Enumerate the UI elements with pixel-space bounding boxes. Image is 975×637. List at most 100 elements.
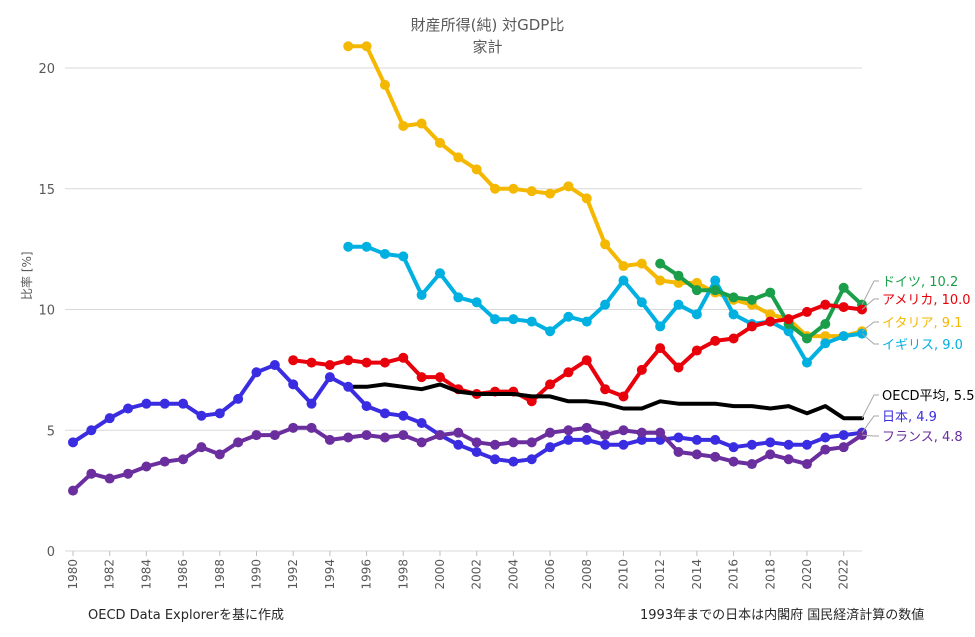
x-tick-label: 2022 — [837, 559, 851, 590]
data-point-フランス — [526, 437, 537, 448]
data-point-イタリア — [655, 275, 666, 286]
data-point-アメリカ — [691, 345, 702, 356]
data-point-日本 — [361, 401, 372, 412]
data-point-アメリカ — [563, 367, 574, 378]
data-point-日本 — [820, 432, 831, 443]
data-point-イギリス — [838, 331, 849, 342]
x-tick-label: 1980 — [66, 559, 80, 590]
data-point-日本 — [710, 434, 721, 445]
data-point-アメリカ — [655, 343, 666, 354]
data-point-イギリス — [673, 299, 684, 310]
data-point-日本 — [471, 446, 482, 457]
data-point-アメリカ — [636, 364, 647, 375]
data-point-フランス — [673, 446, 684, 457]
end-label-フランス: フランス, 4.8 — [882, 430, 963, 445]
data-point-アメリカ — [288, 355, 299, 366]
series-line-ドイツ — [658, 261, 864, 341]
end-label-イタリア: イタリア, 9.1 — [882, 316, 962, 331]
data-point-イタリア — [471, 164, 482, 175]
data-point-イタリア — [526, 186, 537, 197]
data-point-アメリカ — [416, 372, 427, 383]
data-point-日本 — [801, 439, 812, 450]
data-point-フランス — [269, 430, 280, 441]
data-point-日本 — [453, 439, 464, 450]
data-point-イギリス — [434, 268, 445, 279]
data-point-ドイツ — [673, 270, 684, 281]
data-point-日本 — [159, 398, 170, 409]
data-point-日本 — [288, 379, 299, 390]
data-point-日本 — [600, 439, 611, 450]
data-point-日本 — [783, 439, 794, 450]
data-point-フランス — [563, 425, 574, 436]
data-point-日本 — [563, 434, 574, 445]
data-point-イタリア — [765, 309, 776, 320]
data-point-イタリア — [820, 331, 831, 342]
data-point-日本 — [490, 454, 501, 465]
data-point-アメリカ — [526, 396, 537, 407]
leader-line — [861, 280, 879, 305]
leader-line — [861, 434, 879, 437]
data-point-フランス — [123, 468, 134, 479]
data-point-フランス — [820, 444, 831, 455]
data-point-イタリア — [361, 41, 372, 52]
x-tick-label: 2012 — [653, 559, 667, 590]
data-point-ドイツ — [655, 258, 666, 269]
data-point-フランス — [545, 427, 556, 438]
data-point-日本 — [673, 432, 684, 443]
x-tick-label: 2016 — [727, 559, 741, 590]
data-point-イギリス — [600, 299, 611, 310]
y-tick-label: 0 — [47, 545, 55, 560]
data-point-フランス — [746, 459, 757, 470]
data-point-アメリカ — [710, 335, 721, 346]
data-point-イギリス — [710, 275, 721, 286]
data-point-イタリア — [453, 152, 464, 163]
data-point-フランス — [434, 430, 445, 441]
source-note: OECD Data Explorerを基に作成 — [88, 608, 284, 623]
x-tick-label: 1992 — [286, 559, 300, 590]
data-point-フランス — [765, 449, 776, 460]
data-point-フランス — [490, 439, 501, 450]
data-point-日本 — [343, 381, 354, 392]
data-point-イギリス — [783, 326, 794, 337]
x-tick-label: 2000 — [433, 559, 447, 590]
leader-line — [861, 333, 879, 345]
data-point-アメリカ — [361, 357, 372, 368]
japan-data-note: 1993年までの日本は内閣府 国民経済計算の数値 — [640, 608, 925, 623]
data-point-イタリア — [636, 258, 647, 269]
data-point-イタリア — [508, 183, 519, 194]
data-point-イギリス — [801, 357, 812, 368]
data-point-イギリス — [655, 321, 666, 332]
data-point-フランス — [86, 468, 97, 479]
data-point-アメリカ — [398, 352, 409, 363]
data-point-日本 — [269, 360, 280, 371]
data-point-日本 — [86, 425, 97, 436]
data-point-イギリス — [581, 316, 592, 327]
data-point-イタリア — [600, 239, 611, 250]
data-point-イギリス — [508, 314, 519, 325]
data-point-アメリカ — [324, 360, 335, 371]
y-tick-label: 10 — [38, 304, 55, 319]
x-tick-label: 1996 — [360, 559, 374, 590]
x-tick-label: 1982 — [103, 559, 117, 590]
x-tick-label: 1984 — [139, 559, 153, 590]
data-point-アメリカ — [545, 379, 556, 390]
data-point-イギリス — [453, 292, 464, 303]
end-label-イギリス: イギリス, 9.0 — [882, 338, 963, 353]
data-point-イギリス — [379, 248, 390, 259]
data-point-日本 — [306, 398, 317, 409]
data-point-イタリア — [398, 120, 409, 131]
data-point-ドイツ — [746, 294, 757, 305]
data-point-フランス — [233, 437, 244, 448]
data-point-イギリス — [343, 241, 354, 252]
x-tick-label: 2002 — [470, 559, 484, 590]
data-point-アメリカ — [434, 372, 445, 383]
data-point-日本 — [545, 442, 556, 453]
x-tick-label: 2006 — [543, 559, 557, 590]
data-point-日本 — [728, 442, 739, 453]
data-point-イギリス — [636, 297, 647, 308]
data-point-フランス — [636, 427, 647, 438]
data-point-日本 — [581, 434, 592, 445]
data-point-イタリア — [563, 181, 574, 192]
x-tick-label: 1994 — [323, 559, 337, 590]
data-point-日本 — [233, 393, 244, 404]
